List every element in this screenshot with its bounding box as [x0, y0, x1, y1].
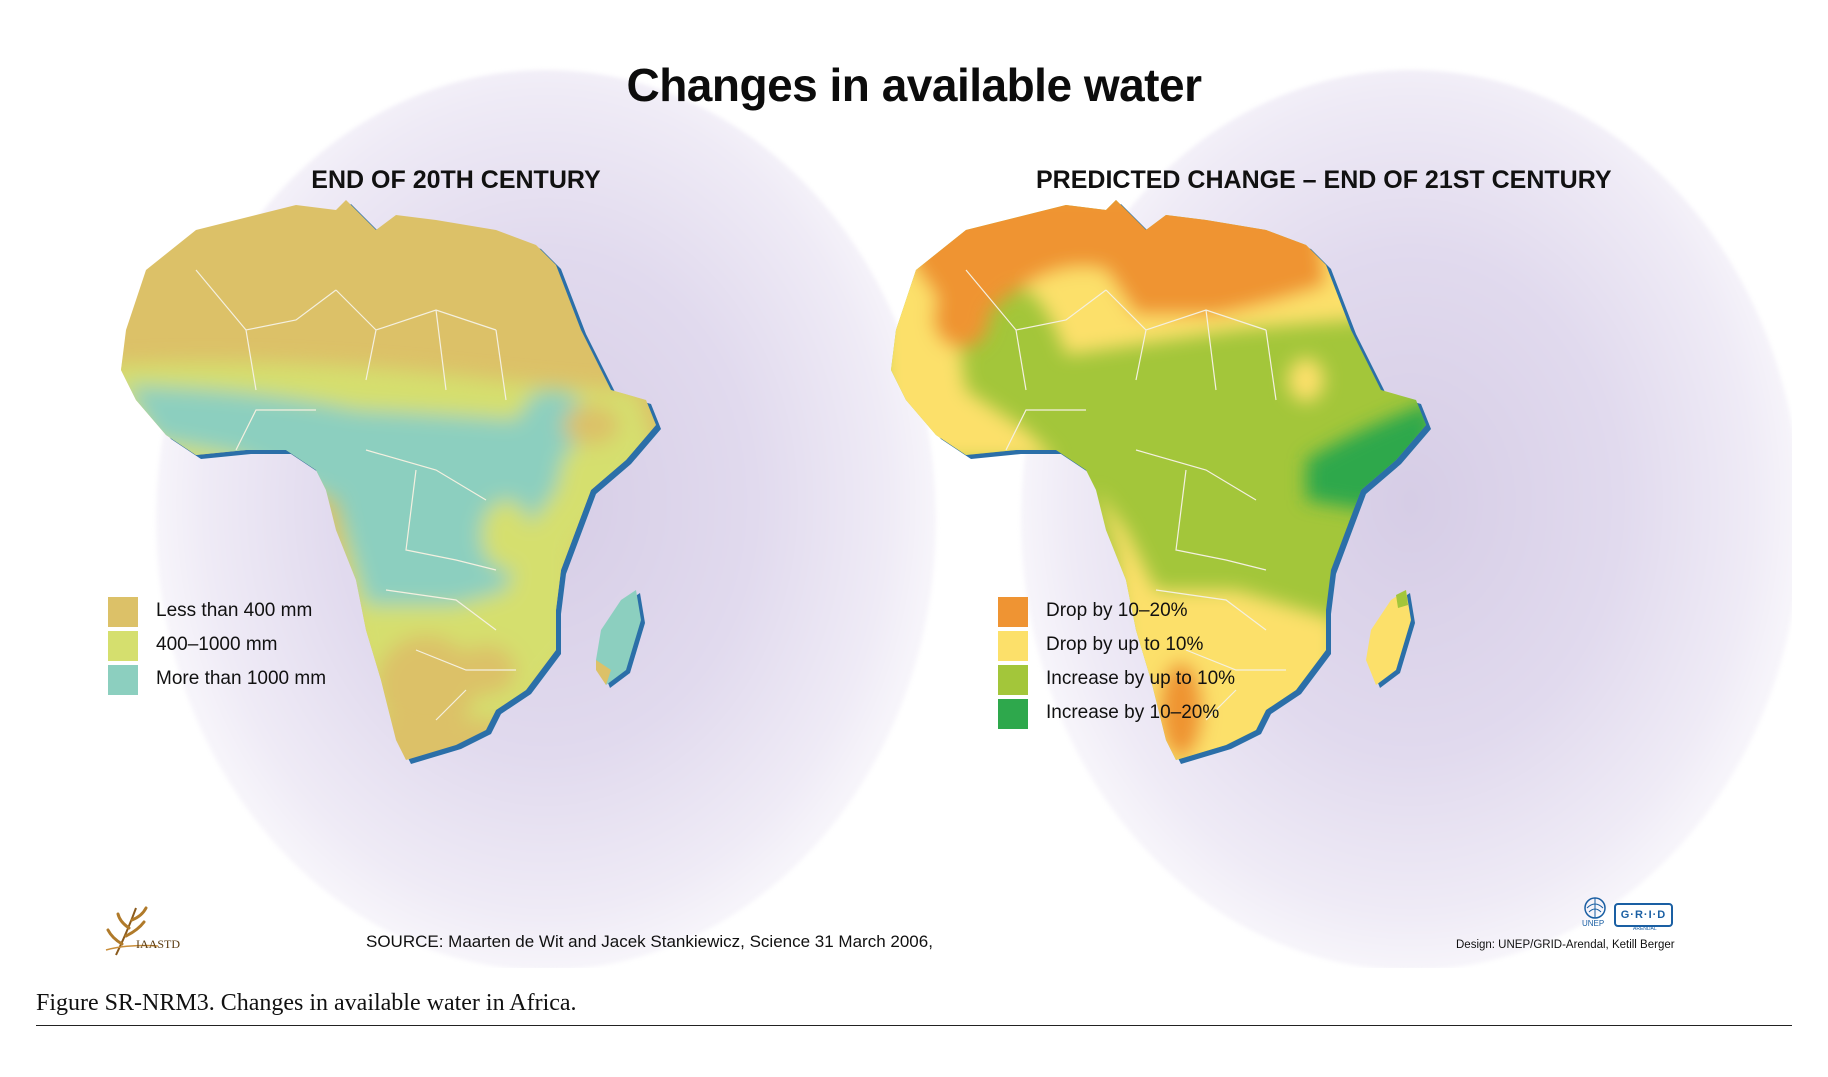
- legend-label: Increase by up to 10%: [1046, 668, 1236, 689]
- africa-map-20th-century: [121, 200, 661, 764]
- legend-label: Increase by 10–20%: [1046, 702, 1220, 723]
- figure-caption: Figure SR-NRM3. Changes in available wat…: [36, 990, 577, 1016]
- madagascar: [596, 590, 641, 685]
- iaastd-logo-text: IAASTD: [136, 937, 180, 951]
- legend-21st-century: Drop by 10–20% Drop by up to 10% Increas…: [998, 597, 1258, 757]
- legend-20th-century: Less than 400 mm 400–1000 mm More than 1…: [108, 597, 368, 727]
- legend-label: Less than 400 mm: [156, 600, 313, 621]
- legend-swatch: [108, 665, 138, 695]
- legend-label: 400–1000 mm: [156, 634, 278, 655]
- map-title-21st-century: PREDICTED CHANGE – END OF 21ST CENTURY: [1036, 166, 1612, 194]
- legend-label: Drop by 10–20%: [1046, 600, 1188, 621]
- legend-label: Drop by up to 10%: [1046, 634, 1204, 655]
- grid-arendal-subtext: ARENDAL: [1633, 926, 1657, 932]
- grid-arendal-logo: G·R·I·D: [1614, 903, 1673, 927]
- map-background-glow-right: [1021, 70, 1792, 968]
- source-note: SOURCE: Maarten de Wit and Jacek Stankie…: [366, 932, 933, 951]
- design-credit: Design: UNEP/GRID-Arendal, Ketill Berger: [1456, 939, 1675, 951]
- legend-swatch: [998, 665, 1028, 695]
- map-title-20th-century: END OF 20TH CENTURY: [311, 166, 601, 194]
- legend-swatch: [998, 699, 1028, 729]
- figure-title: Changes in available water: [626, 59, 1202, 111]
- caption-rule: [36, 1025, 1792, 1026]
- unep-logo-text: UNEP: [1582, 919, 1605, 928]
- legend-swatch: [998, 597, 1028, 627]
- unep-logo-icon: [1584, 897, 1606, 919]
- legend-swatch: [998, 631, 1028, 661]
- madagascar-south: [596, 660, 611, 685]
- figure-panel: Changes in available water END OF 20TH C…: [36, 30, 1792, 968]
- legend-swatch: [108, 631, 138, 661]
- legend-label: More than 1000 mm: [156, 668, 327, 689]
- iaastd-logo-icon: [105, 906, 159, 956]
- legend-swatch: [108, 597, 138, 627]
